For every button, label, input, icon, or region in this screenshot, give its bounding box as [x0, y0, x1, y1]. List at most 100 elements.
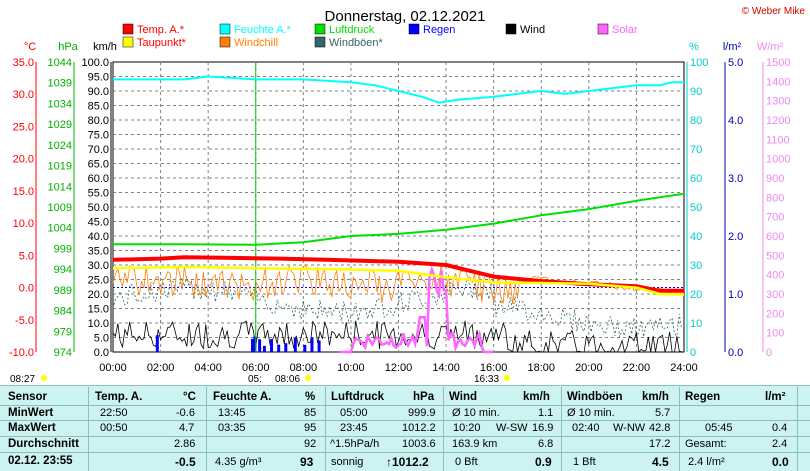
rain-total-value: 2.4: [772, 438, 788, 450]
solar-tick: 100: [766, 328, 784, 340]
rain-tick: 4.0: [728, 115, 743, 127]
temp-tick: 10.0: [13, 218, 34, 230]
column-divider: [325, 387, 326, 471]
max-press-time: 23:45: [340, 422, 368, 434]
press-tick: 1004: [48, 223, 72, 235]
legend-swatch: [314, 36, 326, 48]
wind-tick: 45.0: [88, 217, 109, 229]
solar-tick: 0: [766, 347, 772, 359]
wind-tick: 80.0: [88, 115, 109, 127]
legend-label: Wind: [520, 24, 545, 36]
wind-tick: 35.0: [88, 246, 109, 258]
press-unit: hPa: [58, 41, 78, 53]
row-divider: [0, 405, 810, 406]
wind-tick: 15.0: [88, 304, 109, 316]
solar-tick: 900: [766, 173, 784, 185]
legend-swatch: [408, 23, 420, 35]
temp-tick: 0.0: [19, 283, 34, 295]
column-divider: [88, 387, 89, 471]
temp-tick: 25.0: [13, 121, 34, 133]
column-divider: [679, 387, 680, 471]
temp-tick: 30.0: [13, 89, 34, 101]
max-temp-time: 00:50: [100, 422, 128, 434]
legend-label: Windböen*: [329, 37, 384, 49]
max-wind-value: 16.9: [532, 422, 554, 434]
hum-tick: 40: [690, 231, 702, 243]
max-gust-value: 42.8: [649, 422, 671, 434]
wind-tick: 55.0: [88, 188, 109, 200]
legend-label: Regen: [423, 24, 455, 36]
series-line: [112, 265, 685, 296]
wind-tick: 50.0: [88, 202, 109, 214]
wind-tick: 30.0: [88, 260, 109, 272]
max-gust-time: 02:40: [572, 422, 600, 434]
header-gust: Windböen: [567, 391, 623, 403]
max-wind-time: 10:20: [453, 422, 481, 434]
hum-tick: 90: [690, 86, 702, 98]
min-gust-value: 5.7: [655, 407, 671, 419]
avg-temp-value: 2.86: [174, 438, 196, 450]
x-tick-label: 22:00: [623, 362, 651, 374]
max-temp-value: 4.7: [179, 422, 195, 434]
wind-tick: 25.0: [88, 275, 109, 287]
min-press-value: 999.9: [408, 407, 436, 419]
legend-swatch: [219, 36, 231, 48]
press-tick: 1034: [48, 98, 72, 110]
row-label-avg: Durchschnitt: [8, 438, 79, 450]
now-gust-value: 4.5: [652, 455, 669, 469]
temp-tick: -10.0: [9, 347, 34, 359]
copyright: © Weber Mike: [742, 6, 806, 17]
legend-swatch: [505, 23, 517, 35]
x-tick-label: 16:00: [480, 362, 508, 374]
rain-bar: [284, 343, 288, 352]
sunrise-time: 08:27: [10, 374, 35, 385]
wind-tick: 70.0: [88, 144, 109, 156]
rain-bar: [258, 339, 262, 352]
solar-tick: 1100: [766, 134, 790, 146]
temp-tick: 20.0: [13, 154, 34, 166]
hum-tick: 30: [690, 260, 702, 272]
wind-unit: km/h: [93, 41, 117, 53]
legend-swatch: [122, 23, 134, 35]
temp-tick: 35.0: [13, 57, 34, 69]
now-wind-value: 0.9: [535, 455, 552, 469]
sun-icon: [504, 375, 510, 381]
rain-bar: [277, 344, 281, 352]
avg-gust-value: 17.2: [649, 438, 671, 450]
rain-bar: [310, 337, 314, 352]
avg-hum-value: 92: [304, 438, 317, 450]
series-line: [113, 75, 684, 104]
header-press-unit: hPa: [413, 391, 435, 403]
header-wind: Wind: [449, 391, 477, 403]
rain-unit: l/m²: [723, 41, 742, 53]
rain-tick: 2.0: [728, 231, 743, 243]
row-label-min: MinWert: [8, 407, 54, 419]
row-divider: [0, 452, 810, 453]
legend-label: Windchill: [234, 37, 278, 49]
now-temp-value: -0.5: [175, 455, 196, 469]
max-rain-time: 05:45: [705, 422, 733, 434]
press-tick: 984: [54, 306, 72, 318]
sun-icon: [41, 375, 47, 381]
now-gust-bft: 1 Bft: [573, 456, 596, 468]
rain-tick: 1.0: [728, 289, 743, 301]
press-tick: 1029: [48, 119, 72, 131]
sun-icon: [305, 375, 311, 381]
temp-unit: °C: [24, 41, 36, 53]
header-sensor: Sensor: [8, 391, 47, 403]
solar-trace: [339, 265, 494, 354]
min-gust-label: Ø 10 min.: [567, 407, 615, 419]
row-label-now: 02.12. 23:55: [8, 455, 73, 467]
press-tick: 974: [54, 347, 72, 359]
header-temp-unit: °C: [183, 391, 196, 403]
solar-tick: 500: [766, 250, 784, 262]
hum-tick: 100: [690, 57, 708, 69]
row-divider: [0, 436, 810, 437]
avg-wind-value: 6.8: [538, 438, 554, 450]
press-tick: 1019: [48, 161, 72, 173]
header-hum: Feuchte A.: [213, 391, 272, 403]
x-tick-label: 08:00: [290, 362, 318, 374]
press-tick: 994: [54, 264, 72, 276]
wind-tick: 20.0: [88, 289, 109, 301]
hum-unit: %: [689, 41, 699, 53]
